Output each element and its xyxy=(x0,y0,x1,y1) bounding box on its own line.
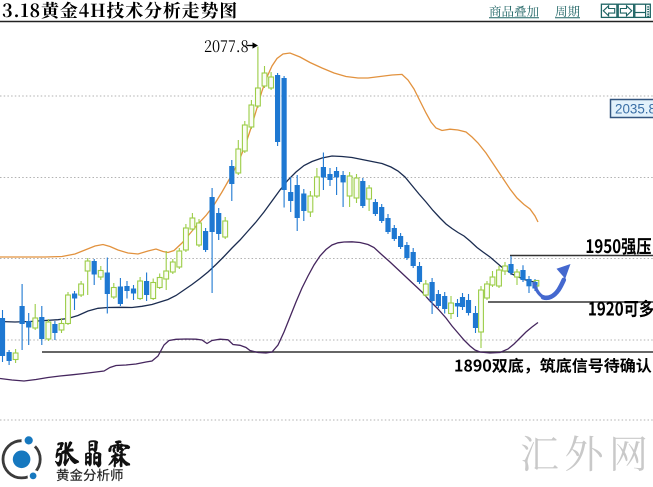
svg-text:2035.8: 2035.8 xyxy=(615,102,653,117)
